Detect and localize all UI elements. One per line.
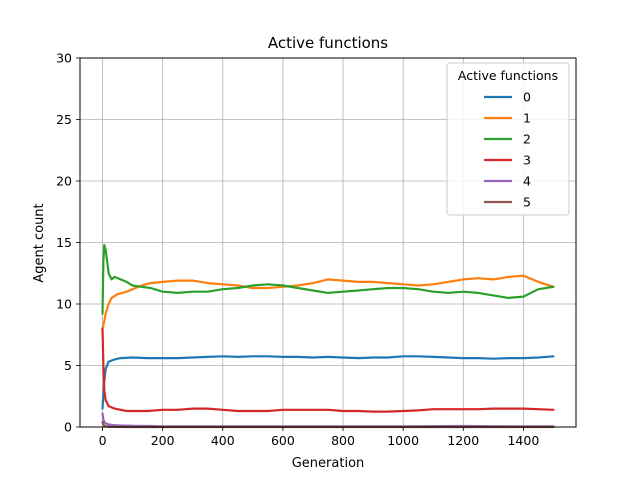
y-axis-label: Agent count [32,203,47,282]
y-axis-ticks: 0 5 10 15 20 25 30 [56,51,80,435]
x-tick-label: 1400 [507,433,539,448]
legend-label-1: 1 [523,111,531,126]
legend-label-2: 2 [523,132,531,147]
x-tick-label: 0 [99,433,107,448]
legend: Active functions 0 1 2 3 4 5 [446,62,570,216]
x-tick-label: 600 [271,433,295,448]
legend-items: 0 1 2 3 4 5 [484,90,531,210]
x-tick-label: 1000 [387,433,419,448]
series-line-0 [101,355,555,410]
series-line-1 [101,274,555,330]
y-tick-label: 10 [56,297,72,312]
y-tick-label: 0 [64,420,72,435]
legend-label-0: 0 [523,90,531,105]
x-tick-label: 1200 [447,433,479,448]
y-tick-label: 5 [64,358,72,373]
y-tick-label: 25 [56,112,72,127]
chart-title: Active functions [268,34,388,52]
x-axis-ticks: 0 200 400 600 800 1000 1200 1400 [99,427,539,448]
legend-label-5: 5 [523,195,531,210]
legend-label-3: 3 [523,153,531,168]
x-tick-label: 800 [331,433,355,448]
x-tick-label: 200 [151,433,175,448]
y-tick-label: 20 [56,174,72,189]
x-axis-label: Generation [292,456,365,471]
legend-title: Active functions [458,68,558,83]
x-tick-label: 400 [211,433,235,448]
legend-label-4: 4 [523,174,531,189]
series-line-2 [101,243,555,315]
y-tick-label: 15 [56,235,72,250]
series-line-3 [101,327,555,413]
y-tick-label: 30 [56,51,72,66]
